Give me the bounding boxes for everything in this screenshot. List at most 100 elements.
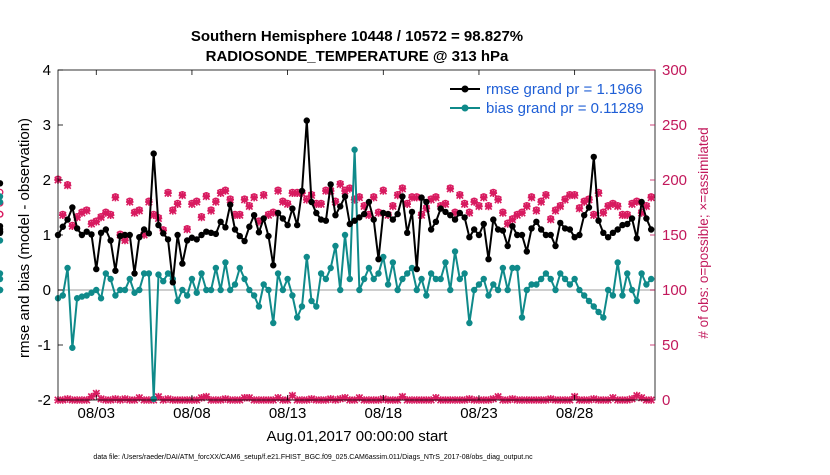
obs-assimilated-marker [111,193,120,202]
obs-assimilated-marker [317,200,325,208]
bias-point [174,297,181,305]
x-tick-label: 08/23 [460,405,498,422]
obs-assimilated-marker [546,395,555,403]
bias-point [585,297,593,305]
bias-point [207,286,215,294]
rmse-point [384,210,392,218]
obs-assimilated-marker [518,209,526,217]
rmse-series [0,117,655,286]
obs-assimilated-marker [422,204,431,213]
bias-point [499,264,507,272]
bias-point [332,242,339,250]
rmse-point [389,216,397,223]
bias-point [485,292,492,299]
obs-assimilated-marker [355,394,364,402]
legend-bias-marker [461,104,469,112]
obs-assimilated-marker [197,213,206,222]
obs-assimilated-marker [522,202,531,211]
bias-point [155,271,162,278]
rmse-point [523,248,530,255]
obs-assimilated-marker [341,394,349,402]
rmse-point [557,219,564,227]
obs-assimilated-marker [446,185,455,193]
rmse-point [83,228,90,235]
bias-point [581,292,588,299]
bias-point [270,319,277,327]
obs-assimilated-marker [63,181,72,190]
bias-point [279,286,287,294]
bias-point [557,270,564,277]
rmse-point [619,221,626,229]
rmse-point [260,215,267,222]
obs-possible-marker [0,188,4,196]
rmse-point [638,198,645,206]
obs-assimilated-marker [346,185,354,193]
rmse-point [408,208,416,216]
rmse-point [97,229,105,236]
y-left-tick-label: 2 [43,172,51,189]
rmse-point [274,209,282,217]
bias-point [164,270,172,277]
rmse-point [169,279,177,286]
rmse-point [380,209,387,217]
rmse-point [73,225,81,232]
obs-assimilated-marker [499,209,507,217]
bias-point [188,275,196,283]
obs-assimilated-marker [609,200,617,208]
obs-assimilated-marker [604,202,612,211]
bias-point [638,270,645,277]
rmse-point [317,216,325,223]
bias-point [284,275,291,283]
obs-assimilated-marker [398,392,407,401]
bias-point [246,286,253,294]
rmse-point [351,217,358,224]
y-axis-left-label: rmse and bias (model - observation) [16,118,33,358]
bias-point [466,319,473,327]
obs-assimilated-marker [240,394,249,402]
rmse-point [231,226,239,233]
legend: rmse grand pr = 1.1966 bias grand pr = 0… [448,76,646,117]
rmse-point [279,215,287,222]
obs-assimilated-marker [135,207,144,215]
rmse-point [341,193,349,200]
rmse-point [432,218,440,225]
bias-point [514,264,521,272]
obs-assimilated-marker [412,193,421,202]
rmse-point [155,221,162,229]
bias-point [523,286,530,294]
rmse-point [633,235,641,242]
bias-point [193,289,200,296]
bias-point [647,275,655,283]
obs-assimilated-marker [489,395,498,403]
obs-assimilated-marker [169,207,177,215]
x-tick-label: 08/08 [173,405,211,422]
bias-point [624,270,631,277]
bias-point [389,259,397,266]
obs-assimilated-marker [542,191,550,200]
obs-assimilated-marker [451,209,459,217]
rmse-point [102,226,110,233]
obs-assimilated-marker [87,392,96,401]
obs-assimilated-marker [164,189,172,197]
y-left-tick-label: 1 [43,227,51,244]
obs-assimilated-marker [269,209,278,217]
obs-assimilated-marker [274,187,282,195]
obs-assimilated-marker [432,193,440,202]
obs-assimilated-marker [145,198,153,206]
bias-point [404,270,411,277]
rmse-point [88,231,95,238]
rmse-point [332,212,339,219]
bias-point [107,275,114,283]
obs-assimilated-marker [274,394,282,402]
obs-assimilated-marker [484,202,493,211]
obs-assimilated-marker [326,395,335,403]
rmse-point [552,242,559,250]
bias-point [504,286,511,294]
obs-assimilated-marker [250,193,258,202]
rmse-point [537,226,545,233]
obs-assimilated-marker [173,200,182,208]
y-left-tick-label: -2 [38,392,51,409]
rmse-point [179,260,186,267]
y-left-tick-label: -1 [38,337,51,354]
